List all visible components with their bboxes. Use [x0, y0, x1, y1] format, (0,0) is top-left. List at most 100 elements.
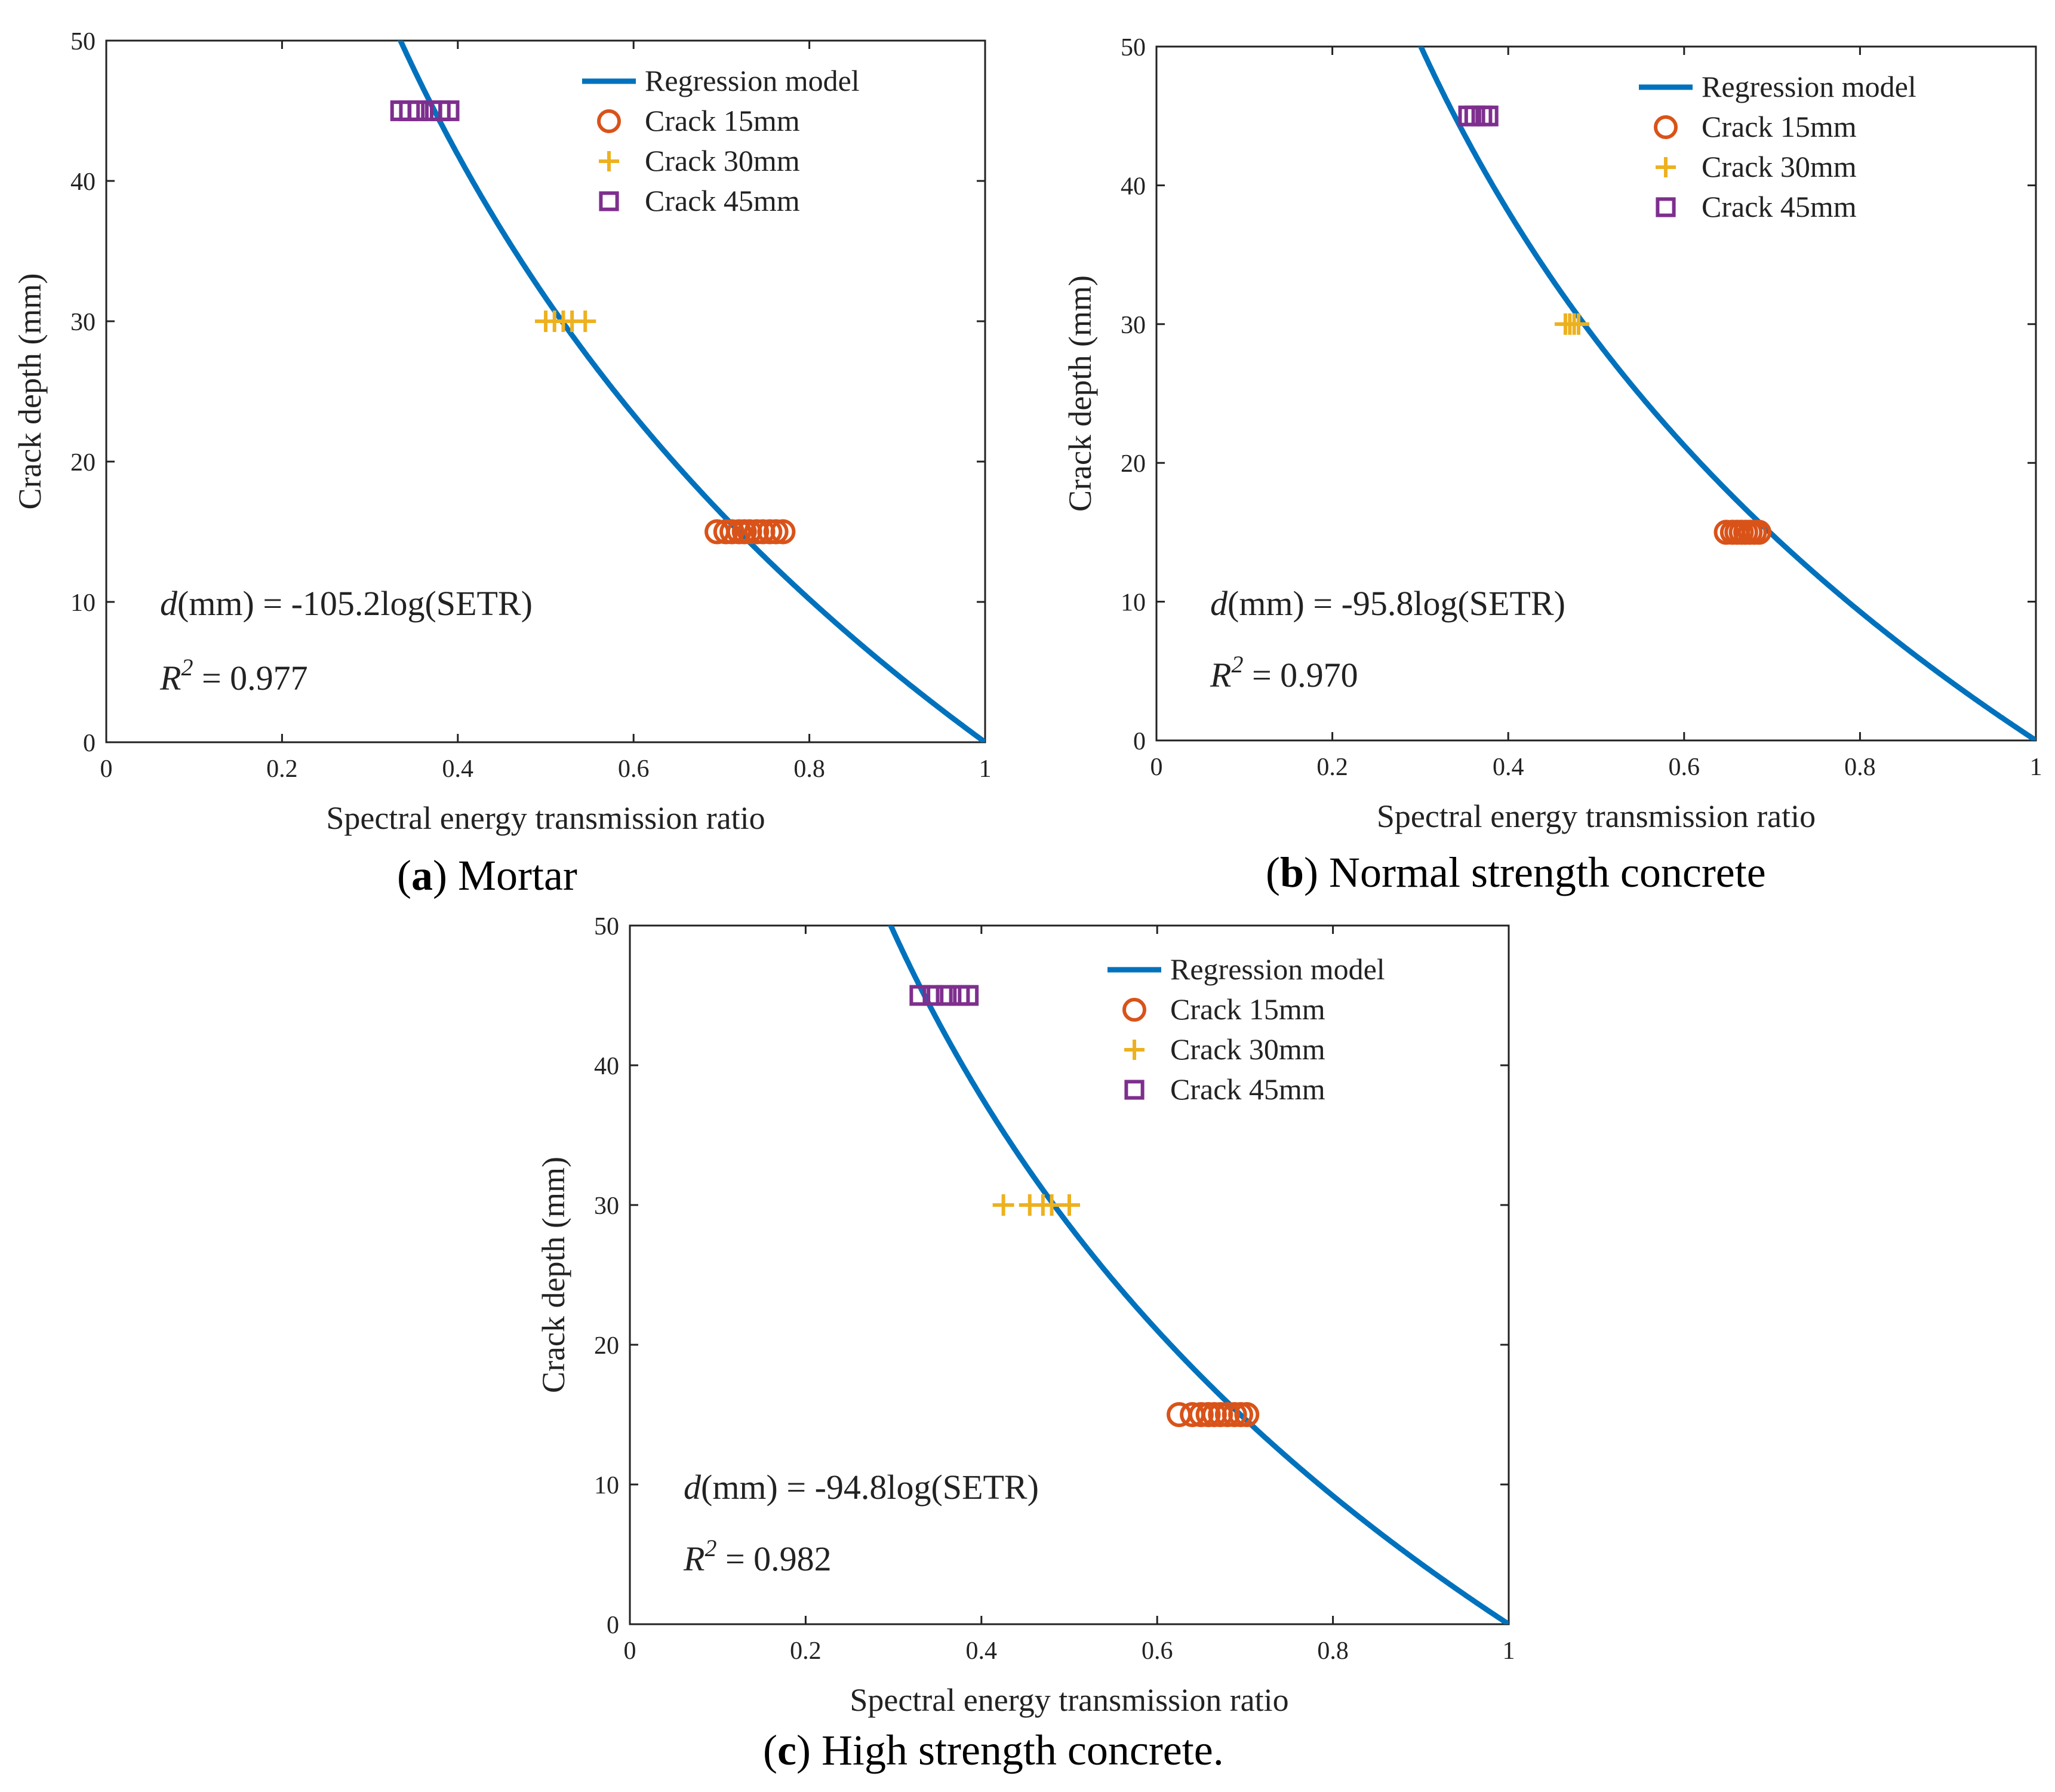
legend-label: Crack 45mm — [645, 184, 800, 217]
legend-label: Crack 45mm — [1702, 190, 1857, 223]
legend-marker — [1122, 998, 1146, 1022]
y-axis-label: Crack depth (mm) — [12, 273, 48, 510]
y-tick-label: 30 — [594, 1192, 619, 1220]
caption-text: High strength concrete. — [811, 1726, 1224, 1774]
legend-marker — [1656, 157, 1676, 177]
series-crack-45mm — [909, 985, 979, 1006]
legend-marker — [1124, 1080, 1145, 1100]
y-axis-label: Crack depth (mm) — [536, 1157, 571, 1393]
legend-label-regression: Regression model — [1702, 70, 1916, 103]
series-crack-15mm — [705, 519, 796, 545]
y-tick-label: 50 — [1121, 34, 1146, 62]
x-tick-label: 1 — [1503, 1637, 1515, 1665]
legend: Regression model Crack 15mm Crack 30mm Crac… — [1639, 70, 1916, 223]
y-tick-label: 10 — [70, 589, 96, 617]
y-tick-label: 50 — [594, 913, 619, 940]
data-point — [763, 519, 789, 545]
r2-value: = 0.982 — [716, 1539, 831, 1578]
r-squared: R2 = 0.982 — [683, 1535, 832, 1578]
legend-label-regression: Regression model — [645, 64, 860, 97]
series-crack-45mm — [390, 100, 460, 121]
legend-label: Crack 15mm — [1702, 110, 1857, 143]
y-tick-label: 0 — [607, 1612, 619, 1639]
legend-marker — [599, 151, 619, 171]
panel-caption: (a) Mortar — [397, 852, 577, 899]
caption-open: ( — [1266, 849, 1280, 896]
legend-label-regression: Regression model — [1170, 952, 1385, 986]
caption-close: ) — [433, 852, 447, 899]
x-tick-label: 0.4 — [442, 755, 474, 783]
caption-letter: b — [1280, 849, 1304, 896]
x-tick-label: 0.6 — [1142, 1637, 1173, 1665]
y-tick-label: 0 — [1133, 728, 1146, 755]
series-crack-45mm — [1458, 105, 1499, 127]
equation-body: (mm) = -105.2log(SETR) — [177, 584, 533, 623]
x-tick-label: 0.8 — [1317, 1637, 1349, 1665]
legend-marker — [1654, 115, 1678, 139]
x-tick-label: 0.2 — [790, 1637, 822, 1665]
y-tick-label: 40 — [1121, 173, 1146, 200]
data-point — [1214, 1402, 1240, 1427]
data-point — [1188, 1402, 1214, 1427]
legend-label: Crack 45mm — [1170, 1072, 1325, 1106]
x-tick-label: 1 — [2030, 754, 2042, 781]
legend-marker — [599, 191, 619, 211]
x-tick-label: 0.6 — [1669, 754, 1700, 781]
regression-equation: d(mm) = -94.8log(SETR) — [684, 1468, 1039, 1507]
y-tick-label: 0 — [83, 730, 96, 757]
panel-caption: (c) High strength concrete. — [763, 1726, 1224, 1774]
data-point — [438, 100, 460, 121]
data-point — [408, 100, 429, 121]
data-point — [1746, 520, 1772, 545]
x-tick-label: 0.2 — [1316, 754, 1348, 781]
regression-curve — [397, 41, 985, 742]
data-point — [992, 1194, 1014, 1216]
y-axis-label: Crack depth (mm) — [1062, 275, 1098, 512]
x-tick-label: 1 — [979, 755, 992, 783]
plot-frame — [105, 39, 986, 743]
caption-open: ( — [763, 1726, 777, 1774]
data-point — [1234, 1402, 1260, 1427]
y-tick-label: 40 — [594, 1053, 619, 1080]
y-tick-label: 20 — [1121, 450, 1146, 478]
y-tick-label: 50 — [70, 28, 96, 56]
regression-curve — [1417, 47, 2036, 740]
r2-var: R — [683, 1539, 705, 1578]
plot-frame — [629, 924, 1510, 1625]
caption-open: ( — [397, 852, 411, 899]
r2-exp: 2 — [1231, 651, 1243, 678]
regression-equation: d(mm) = -105.2log(SETR) — [160, 584, 533, 623]
series-crack-30mm — [535, 311, 596, 332]
caption-text: Mortar — [447, 852, 577, 899]
caption-text: Normal strength concrete — [1318, 849, 1766, 896]
plot-frame — [1155, 45, 2037, 742]
caption-close: ) — [796, 1726, 811, 1774]
x-tick-label: 0.6 — [618, 755, 650, 783]
equation-body: (mm) = -94.8log(SETR) — [701, 1468, 1039, 1507]
r2-exp: 2 — [181, 654, 193, 681]
caption-letter: a — [411, 852, 433, 899]
caption-letter: c — [777, 1726, 796, 1774]
x-tick-label: 0.8 — [1844, 754, 1876, 781]
r-squared: R2 = 0.970 — [1210, 651, 1358, 694]
legend-label: Crack 30mm — [1702, 150, 1857, 183]
y-tick-label: 30 — [70, 309, 96, 336]
data-point — [719, 519, 745, 545]
series-crack-15mm — [1167, 1402, 1260, 1427]
equation-var: d — [160, 584, 178, 623]
data-point — [1568, 313, 1590, 335]
legend-label: Crack 15mm — [1170, 992, 1325, 1026]
data-point — [936, 985, 957, 1006]
x-tick-label: 0 — [100, 755, 113, 783]
x-axis-label: Spectral energy transmission ratio — [326, 800, 765, 836]
y-tick-label: 10 — [1121, 589, 1146, 617]
equation-var: d — [684, 1468, 702, 1507]
data-point — [574, 311, 596, 332]
r2-exp: 2 — [705, 1535, 716, 1562]
x-tick-label: 0.4 — [1493, 754, 1524, 781]
legend: Regression model Crack 15mm Crack 30mm Crac… — [1108, 952, 1385, 1106]
legend-label: Crack 15mm — [645, 104, 800, 137]
